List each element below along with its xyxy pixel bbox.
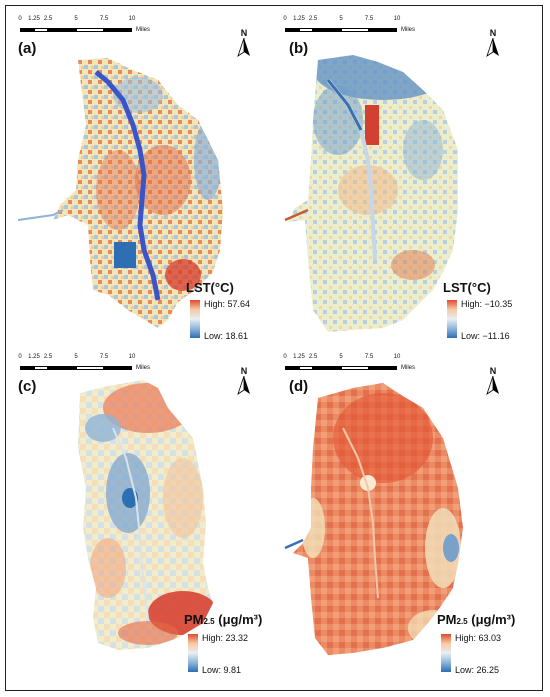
north-label: N bbox=[240, 28, 248, 38]
lst-map-b bbox=[284, 55, 458, 332]
scale-tick: 10 bbox=[393, 16, 401, 22]
panel-label: (a) bbox=[18, 40, 37, 57]
scale-tick: 0 bbox=[283, 16, 287, 22]
scale-tick: 2.5 bbox=[308, 16, 318, 22]
legend-title: PM2.5 (μg/m³) bbox=[184, 612, 263, 627]
legend: PM2.5 (μg/m³) High: 23.32 Low: 9.81 bbox=[184, 612, 276, 686]
lst-map-a bbox=[17, 58, 223, 328]
panel-label: (b) bbox=[289, 40, 309, 57]
legend-title: PM2.5 (μg/m³) bbox=[437, 612, 516, 627]
scale-bar: 0 1.25 2.5 5 7.5 10 Miles bbox=[18, 16, 170, 38]
scale-tick: 1.25 bbox=[293, 16, 305, 22]
scale-tick: 7.5 bbox=[99, 16, 109, 22]
scale-units: Miles bbox=[136, 27, 151, 33]
scale-tick: 5 bbox=[339, 16, 343, 22]
legend-high: High: 57.64 bbox=[204, 299, 251, 309]
legend-high: High: 23.32 bbox=[202, 633, 249, 643]
scale-bar: 0 1.25 2.5 5 7.5 10 Miles bbox=[283, 16, 435, 38]
north-label: N bbox=[489, 366, 497, 376]
north-arrow-icon: N bbox=[236, 28, 252, 57]
legend-title: LST(°C) bbox=[443, 280, 491, 295]
scale-tick: 10 bbox=[128, 16, 136, 22]
scale-units: Miles bbox=[136, 365, 151, 371]
legend-high: High: 63.03 bbox=[455, 633, 502, 643]
scale-tick: 0 bbox=[18, 16, 22, 22]
panel-d: (d) 0 1.25 2.5 5 7.5 10 Miles N PM2.5 (μ… bbox=[273, 348, 543, 691]
panel-b: (b) 0 1.25 2.5 5 7.5 10 Miles N LST(°C) … bbox=[273, 10, 543, 353]
scale-tick: 2.5 bbox=[308, 354, 318, 360]
scale-tick: 2.5 bbox=[43, 16, 53, 22]
legend-color-ramp bbox=[188, 634, 198, 672]
scale-tick: 5 bbox=[74, 16, 78, 22]
panel-label: (d) bbox=[289, 378, 309, 395]
north-label: N bbox=[489, 28, 497, 38]
legend-color-ramp bbox=[441, 634, 451, 672]
legend-high: High: −10.35 bbox=[461, 299, 513, 309]
legend: LST(°C) High: −10.35 Low: −11.16 bbox=[443, 280, 539, 352]
scale-units: Miles bbox=[401, 365, 416, 371]
north-label: N bbox=[240, 366, 248, 376]
north-arrow-icon: N bbox=[236, 366, 252, 395]
panel-c: (c) 0 1.25 2.5 5 7.5 10 Miles N PM2.5 (μ… bbox=[8, 348, 278, 691]
north-arrow-icon: N bbox=[485, 366, 501, 395]
legend-color-ramp bbox=[190, 300, 200, 338]
scale-tick: 2.5 bbox=[43, 354, 53, 360]
scale-tick: 10 bbox=[128, 354, 136, 360]
legend-color-ramp bbox=[447, 300, 457, 338]
scale-tick: 1.25 bbox=[28, 354, 40, 360]
scale-tick: 10 bbox=[393, 354, 401, 360]
legend-title: LST(°C) bbox=[186, 280, 234, 295]
legend-low: Low: −11.16 bbox=[461, 331, 510, 341]
figure-frame bbox=[5, 5, 543, 691]
scale-tick: 0 bbox=[18, 354, 22, 360]
legend-low: Low: 18.61 bbox=[204, 331, 249, 341]
scale-units: Miles bbox=[401, 27, 416, 33]
legend: LST(°C) High: 57.64 Low: 18.61 bbox=[186, 280, 276, 352]
legend-low: Low: 26.25 bbox=[455, 665, 500, 675]
scale-tick: 0 bbox=[283, 354, 287, 360]
scale-tick: 7.5 bbox=[364, 16, 374, 22]
pm25-map-c bbox=[78, 380, 213, 650]
scale-bar: 0 1.25 2.5 5 7.5 10 Miles bbox=[18, 354, 170, 376]
panel-a: (a) 0 1.25 2.5 5 7.5 10 Miles N LST(°C) … bbox=[8, 10, 278, 353]
scale-tick: 5 bbox=[339, 354, 343, 360]
scale-tick: 7.5 bbox=[364, 354, 374, 360]
legend: PM2.5 (μg/m³) High: 63.03 Low: 26.25 bbox=[437, 612, 537, 686]
panel-label: (c) bbox=[18, 378, 37, 395]
scale-tick: 7.5 bbox=[99, 354, 109, 360]
north-arrow-icon: N bbox=[485, 28, 501, 57]
scale-tick: 5 bbox=[74, 354, 78, 360]
scale-bar: 0 1.25 2.5 5 7.5 10 Miles bbox=[283, 354, 435, 376]
legend-low: Low: 9.81 bbox=[202, 665, 242, 675]
scale-tick: 1.25 bbox=[28, 16, 40, 22]
scale-tick: 1.25 bbox=[293, 354, 305, 360]
